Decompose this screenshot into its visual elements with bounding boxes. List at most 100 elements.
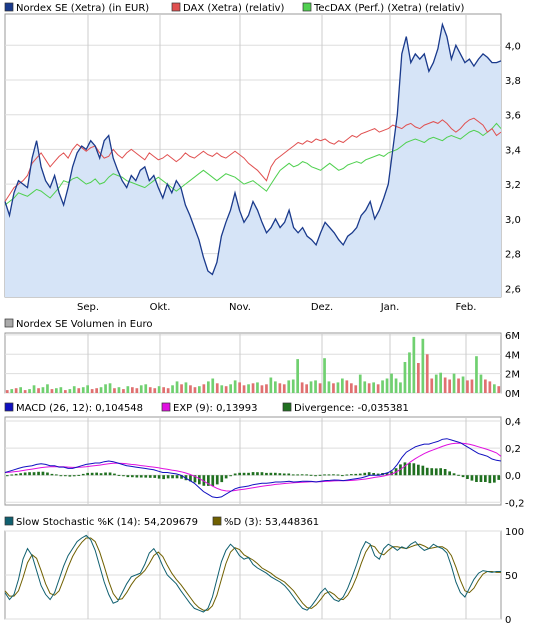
divergence-bar (488, 475, 492, 484)
volume-bar (224, 386, 228, 393)
x-tick-label: Jan. (380, 302, 400, 313)
volume-bar (327, 381, 331, 393)
volume-bar (488, 381, 492, 393)
divergence-bar (55, 474, 58, 476)
y-tick-label: 0,2 (505, 444, 521, 455)
divergence-bar (260, 472, 264, 476)
divergence-bar (211, 475, 215, 486)
divergence-bar (189, 475, 192, 482)
volume-bar (175, 381, 179, 393)
volume-bar (403, 362, 407, 393)
volume-bar (46, 384, 49, 393)
divergence-bar (50, 473, 54, 476)
volume-bars (5, 336, 501, 393)
divergence-bar (175, 475, 179, 479)
divergence-bar (90, 472, 94, 476)
divergence-bar (180, 475, 183, 479)
divergence-bar (314, 475, 317, 477)
volume-bar (443, 377, 447, 393)
divergence-bar (220, 475, 224, 483)
volume-bar (90, 389, 94, 393)
divergence-bar (287, 473, 291, 476)
volume-bar (278, 383, 282, 393)
volume-bar (466, 380, 469, 393)
volume-bar (77, 388, 81, 393)
legend-label: Nordex SE (Xetra) (in EUR) (16, 3, 149, 14)
volume-bar (434, 374, 438, 393)
volume-bar (358, 374, 362, 393)
legend-swatch (302, 2, 312, 12)
volume-bar (148, 387, 152, 393)
volume-bar (493, 384, 496, 393)
divergence-bar (300, 474, 304, 476)
volume-bar (256, 382, 259, 393)
legend-swatch (4, 2, 14, 12)
divergence-bar (323, 474, 326, 476)
volume-bar (229, 384, 232, 393)
volume-bar (32, 385, 36, 393)
divergence-bar (104, 472, 107, 476)
divergence-bar (207, 475, 210, 486)
volume-bar (108, 383, 112, 393)
volume-bar (131, 387, 134, 393)
divergence-bar (95, 472, 98, 476)
volume-bar (309, 381, 313, 393)
divergence-bar (376, 473, 380, 476)
divergence-bar (135, 475, 139, 478)
divergence-bar (425, 467, 429, 476)
divergence-bar (198, 475, 201, 485)
stochastic-panel: 0 50 100 Slow Stochastic %K (14): 54,20967… (4, 516, 524, 626)
volume-bar (247, 384, 250, 393)
divergence-bar (224, 475, 228, 479)
legend-swatch (161, 402, 171, 412)
dax-line (4, 117, 502, 202)
volume-bar (372, 382, 375, 393)
y-tick-label: 3,0 (505, 215, 521, 226)
divergence-bar (59, 475, 63, 477)
legend-label: EXP (9): 0,13993 (173, 403, 257, 414)
price-legend: Nordex SE (Xetra) (in EUR) DAX (Xetra) (r… (4, 2, 465, 14)
y-tick-label: 0,0 (505, 471, 521, 482)
legend-label: TecDAX (Perf.) (Xetra) (relativ) (313, 3, 465, 14)
divergence-bar (417, 464, 420, 476)
volume-bar (385, 378, 389, 393)
legend-swatch (171, 2, 181, 12)
divergence-bar (153, 475, 157, 478)
volume-bar (28, 389, 31, 393)
volume-bar (117, 387, 121, 393)
divergence-bar (461, 475, 465, 478)
volume-bar (323, 358, 326, 393)
volume-bar (19, 387, 22, 393)
divergence-bar (64, 475, 67, 477)
volume-bar (287, 380, 291, 393)
volume-bar (50, 389, 54, 393)
volume-bar (99, 387, 103, 393)
divergence-bar (215, 475, 219, 485)
divergence-bar (296, 474, 299, 476)
divergence-bar (162, 475, 165, 480)
divergence-bar (81, 473, 85, 476)
divergence-bar (233, 473, 237, 476)
divergence-bar (41, 471, 45, 476)
volume-bar (484, 379, 487, 393)
price-panel: 2,6 2,8 3,0 3,2 3,4 3,6 3,8 4,0 Sep. Okt. Nov. Dez… (4, 2, 521, 313)
divergence-bar (430, 468, 434, 476)
divergence-bar (408, 463, 411, 476)
divergence-bar (166, 475, 170, 479)
legend-swatch (282, 402, 292, 412)
volume-bar (291, 379, 295, 393)
volume-bar (314, 380, 317, 393)
divergence-bar (28, 472, 31, 476)
volume-bar (318, 383, 322, 393)
divergence-bar (412, 463, 416, 476)
volume-bar (238, 382, 241, 393)
macd-panel: -0,2 0,0 0,2 0,4 MACD (26, 12): 0,104548 EXP… (4, 402, 525, 509)
x-tick-label: Dez. (311, 302, 333, 313)
volume-bar (153, 388, 157, 393)
y-tick-label: 3,2 (505, 180, 521, 191)
volume-legend: Nordex SE Volumen in Euro (4, 318, 152, 330)
volume-bar (341, 378, 344, 393)
volume-bar (461, 376, 465, 393)
volume-bar (189, 385, 192, 393)
volume-y-ticks: 0M 2M 4M 6M (505, 331, 520, 400)
